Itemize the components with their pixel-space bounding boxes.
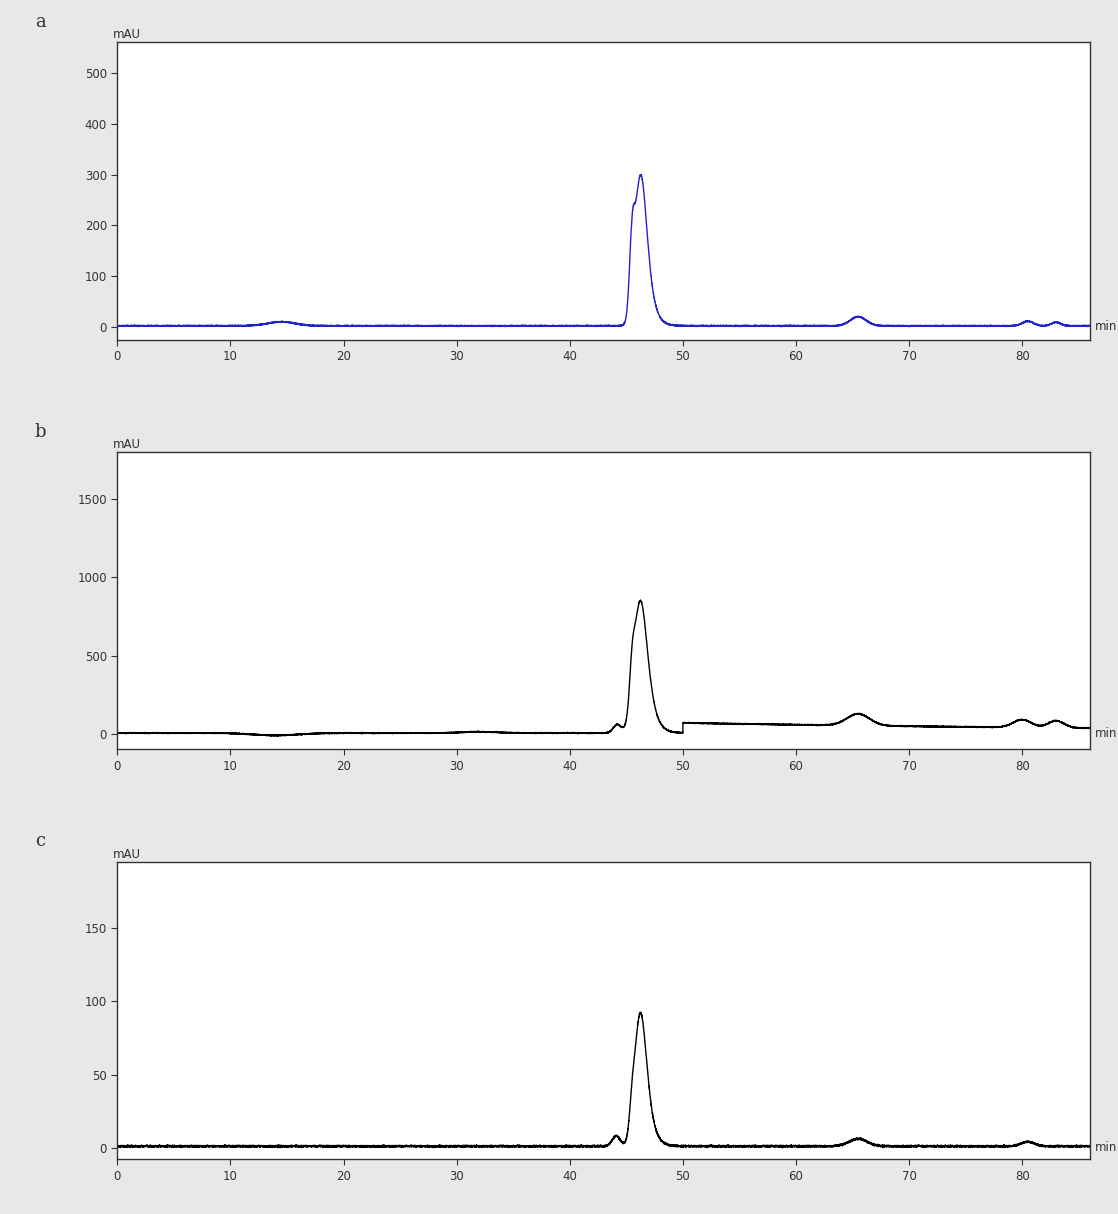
- Text: c: c: [35, 833, 45, 851]
- Text: min: min: [1095, 320, 1117, 334]
- Text: mAU: mAU: [113, 847, 141, 861]
- Text: mAU: mAU: [113, 438, 141, 450]
- Text: b: b: [35, 422, 46, 441]
- Text: a: a: [35, 12, 46, 30]
- Text: mAU: mAU: [113, 28, 141, 41]
- Text: min: min: [1095, 727, 1117, 741]
- Text: min: min: [1095, 1141, 1117, 1155]
